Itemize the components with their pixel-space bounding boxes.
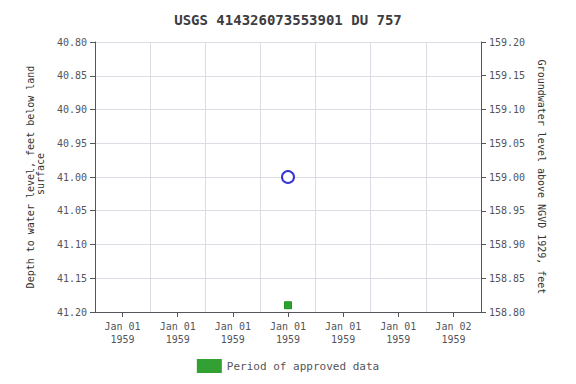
svg-text:1959: 1959: [111, 334, 135, 345]
svg-text:surface: surface: [35, 153, 46, 201]
svg-text:Period of approved data: Period of approved data: [227, 360, 379, 373]
svg-text:40.80: 40.80: [57, 37, 87, 48]
svg-text:1959: 1959: [276, 334, 300, 345]
svg-text:41.15: 41.15: [57, 273, 87, 284]
svg-text:41.10: 41.10: [57, 239, 87, 250]
svg-text:159.10: 159.10: [489, 104, 525, 115]
svg-text:Jan 01: Jan 01: [270, 321, 306, 332]
svg-text:158.85: 158.85: [489, 273, 525, 284]
svg-text:1959: 1959: [441, 334, 465, 345]
svg-text:159.15: 159.15: [489, 70, 525, 81]
svg-text:Groundwater level above NGVD 1: Groundwater level above NGVD 1929, feet: [536, 60, 547, 295]
svg-text:Jan 01: Jan 01: [215, 321, 251, 332]
svg-text:Jan 01: Jan 01: [380, 321, 416, 332]
svg-text:USGS 414326073553901 DU 757: USGS 414326073553901 DU 757: [174, 12, 402, 28]
svg-text:40.90: 40.90: [57, 104, 87, 115]
svg-text:Jan 01: Jan 01: [105, 321, 141, 332]
svg-text:Depth to water level, feet bel: Depth to water level, feet below land: [25, 65, 37, 289]
svg-text:40.95: 40.95: [57, 138, 87, 149]
svg-text:158.95: 158.95: [489, 205, 525, 216]
svg-text:Jan 01: Jan 01: [325, 321, 361, 332]
svg-text:159.20: 159.20: [489, 37, 525, 48]
svg-text:1959: 1959: [386, 334, 410, 345]
svg-text:Jan 02: Jan 02: [435, 321, 471, 332]
svg-text:159.00: 159.00: [489, 172, 525, 183]
svg-text:Jan 01: Jan 01: [160, 321, 196, 332]
svg-text:41.20: 41.20: [57, 307, 87, 318]
svg-text:1959: 1959: [166, 334, 190, 345]
svg-text:40.85: 40.85: [57, 70, 87, 81]
svg-text:158.90: 158.90: [489, 239, 525, 250]
svg-text:159.05: 159.05: [489, 138, 525, 149]
svg-text:158.80: 158.80: [489, 307, 525, 318]
svg-text:1959: 1959: [331, 334, 355, 345]
svg-text:41.00: 41.00: [57, 172, 87, 183]
svg-text:1959: 1959: [221, 334, 245, 345]
svg-text:41.05: 41.05: [57, 205, 87, 216]
